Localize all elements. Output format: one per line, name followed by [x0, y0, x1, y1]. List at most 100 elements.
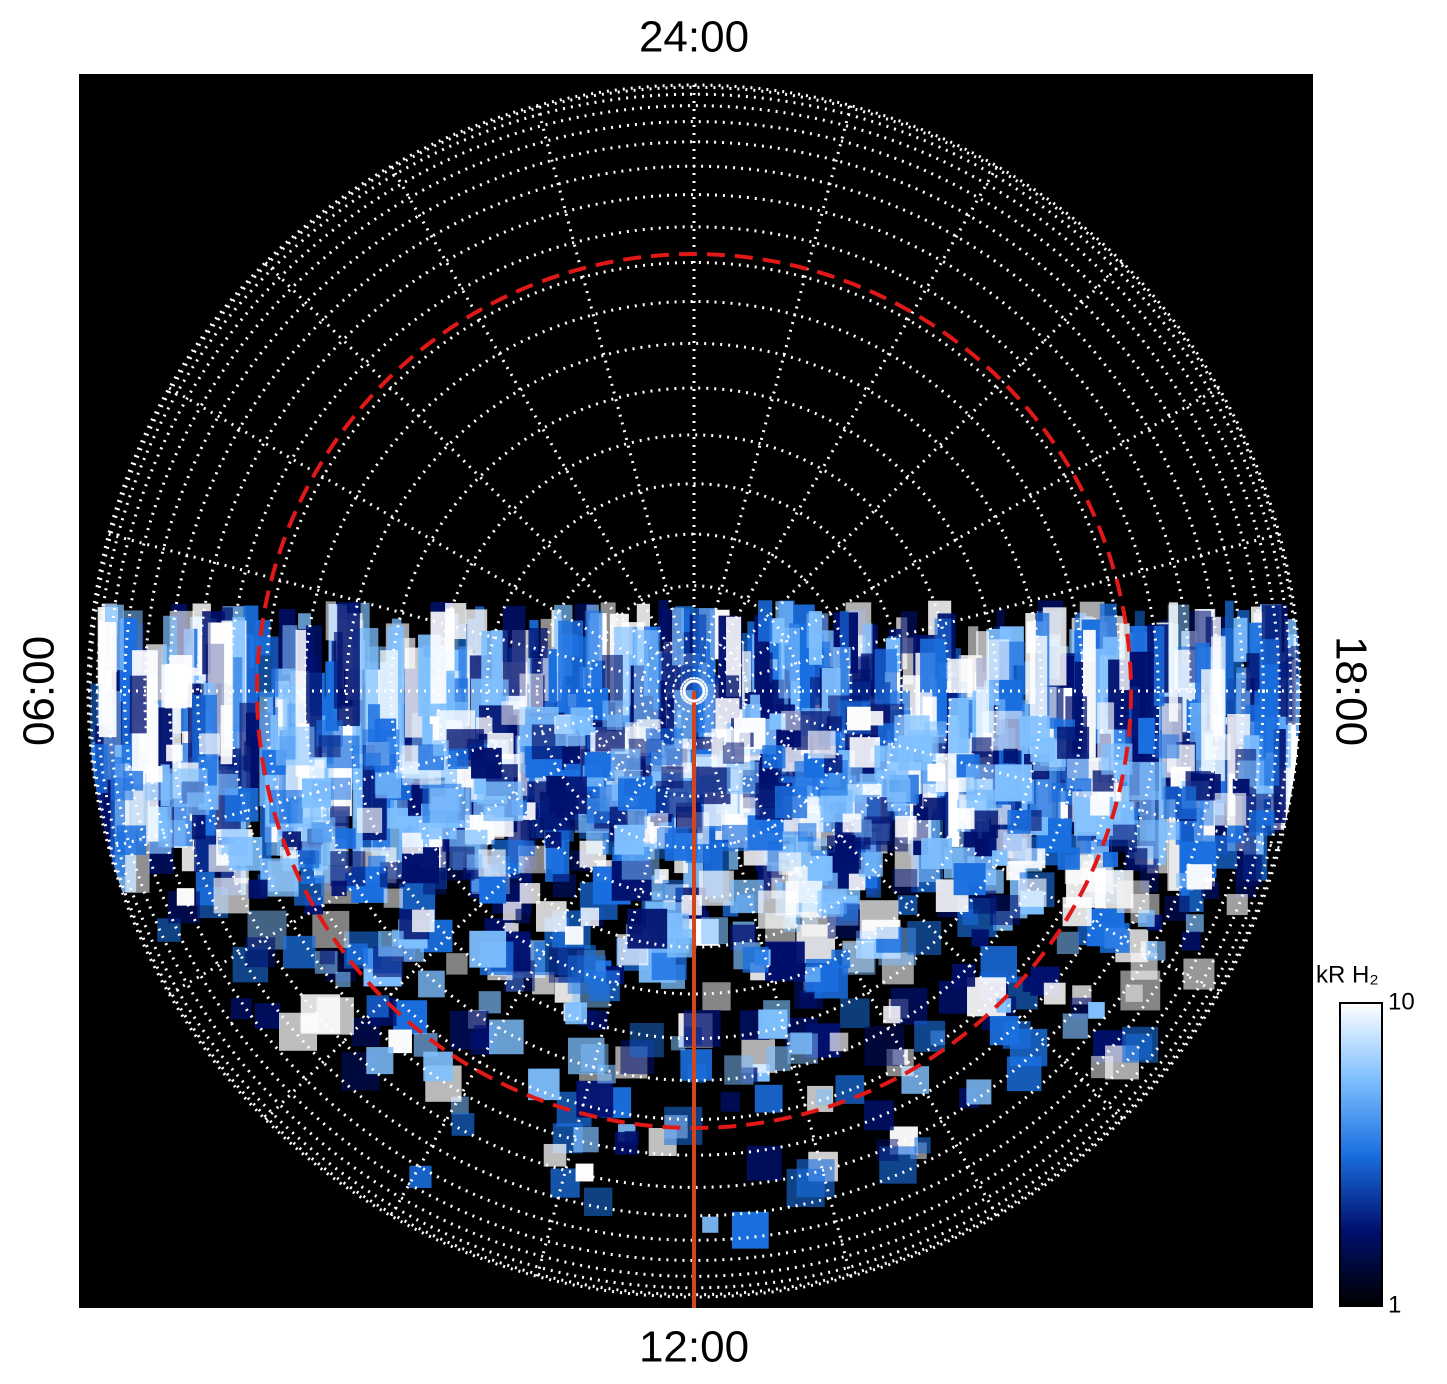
emission-patch: [501, 701, 526, 725]
emission-patch: [458, 623, 468, 689]
emission-patch: [758, 600, 773, 642]
emission-patch: [579, 840, 607, 868]
emission-patch: [451, 1113, 475, 1136]
emission-patch: [98, 621, 117, 738]
emission-patch: [731, 1211, 769, 1249]
emission-patch: [584, 1187, 613, 1216]
emission-patch: [469, 930, 507, 968]
emission-patch: [876, 1138, 899, 1161]
emission-patch: [1213, 792, 1247, 826]
emission-patch: [564, 926, 584, 945]
emission-patch: [378, 930, 404, 957]
emission-patch: [1226, 893, 1248, 916]
emission-patch: [110, 777, 134, 801]
emission-patch: [515, 908, 531, 924]
emission-patch: [383, 888, 403, 908]
emission-patch: [692, 608, 715, 733]
emission-patch: [701, 917, 729, 945]
emission-patch: [914, 1137, 931, 1154]
emission-patch: [762, 745, 786, 769]
emission-patch: [449, 1010, 489, 1050]
emission-patch: [356, 807, 383, 833]
emission-image: [90, 600, 1300, 1249]
emission-patch: [807, 730, 836, 759]
emission-patch: [840, 998, 870, 1028]
emission-patch: [798, 823, 817, 842]
emission-patch: [580, 907, 600, 926]
emission-patch: [316, 997, 354, 1035]
emission-patch: [808, 611, 822, 665]
emission-patch: [545, 832, 562, 848]
emission-patch: [602, 700, 629, 727]
emission-patch: [746, 1145, 782, 1181]
emission-patch: [239, 702, 256, 793]
emission-patch: [887, 792, 907, 812]
emission-patch: [1186, 864, 1212, 890]
emission-patch: [1138, 717, 1155, 754]
emission-patch: [1056, 931, 1080, 955]
emission-patch: [129, 675, 147, 734]
emission-patch: [275, 726, 315, 766]
emission-patch: [927, 763, 946, 782]
emission-patch: [1062, 897, 1092, 927]
emission-patch: [763, 1000, 791, 1028]
emission-patch: [278, 1012, 318, 1051]
emission-patch: [859, 900, 899, 939]
emission-patch: [221, 828, 248, 856]
emission-patch: [535, 901, 567, 932]
emission-patch: [987, 639, 1010, 680]
emission-patch: [335, 971, 351, 988]
emission-patch: [199, 733, 220, 755]
emission-patch: [1062, 1013, 1088, 1039]
emission-patch: [799, 990, 817, 1008]
emission-patch: [807, 855, 833, 881]
emission-patch: [971, 929, 989, 947]
emission-patch: [362, 729, 400, 767]
emission-patch: [1153, 626, 1165, 707]
lt-label-top: 24:00: [639, 13, 749, 62]
emission-patch: [829, 1032, 849, 1052]
emission-patch: [1163, 786, 1197, 819]
emission-patch: [543, 1143, 567, 1167]
emission-patch: [335, 828, 356, 849]
emission-patch: [721, 824, 749, 852]
emission-patch: [570, 707, 594, 730]
emission-patch: [1204, 734, 1231, 761]
emission-patch: [423, 871, 447, 895]
emission-patch: [1155, 734, 1180, 759]
emission-patch: [375, 772, 402, 799]
emission-patch: [774, 785, 808, 819]
emission-patch: [318, 735, 341, 758]
emission-patch: [393, 1000, 428, 1035]
emission-patch: [1099, 923, 1130, 953]
emission-patch: [693, 766, 731, 805]
lt-label-bottom: 12:00: [639, 1323, 749, 1372]
emission-patch: [433, 740, 449, 756]
colorbar: [1339, 1002, 1383, 1307]
emission-patch: [953, 808, 975, 830]
emission-patch: [666, 929, 696, 958]
emission-patch: [758, 890, 797, 929]
emission-patch: [519, 883, 541, 904]
colorbar-tick-label: 10: [1388, 988, 1415, 1015]
emission-patch: [1116, 880, 1150, 914]
emission-patch: [796, 1159, 835, 1198]
emission-patch: [874, 745, 909, 780]
emission-patch: [629, 1023, 664, 1058]
emission-patch: [528, 627, 548, 658]
colorbar-tick-label: 1: [1388, 1291, 1401, 1318]
emission-patch: [329, 777, 352, 800]
emission-patch: [418, 970, 445, 998]
emission-patch: [952, 963, 976, 987]
emission-patch: [868, 711, 884, 726]
emission-patch: [835, 835, 856, 856]
emission-patch: [826, 716, 842, 732]
emission-patch: [1181, 931, 1201, 951]
emission-patch: [479, 876, 507, 904]
emission-patch: [445, 608, 455, 671]
emission-patch: [233, 868, 249, 884]
emission-patch: [1003, 748, 1018, 764]
emission-patch: [387, 807, 409, 829]
emission-patch: [980, 946, 1018, 983]
